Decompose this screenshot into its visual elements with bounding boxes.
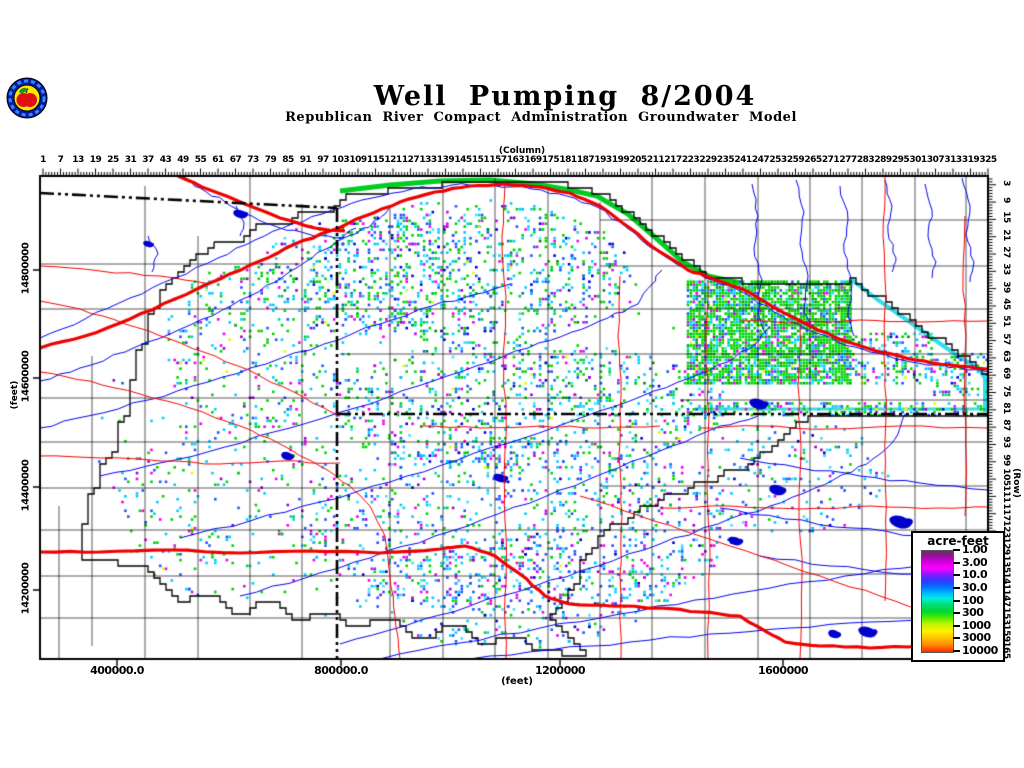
column-tick-label: 31 [124, 155, 137, 165]
column-tick-label: 133 [419, 155, 437, 165]
column-tick-label: 151 [471, 155, 490, 165]
column-tick-label: 121 [384, 155, 402, 165]
column-tick-label: 67 [229, 155, 242, 165]
agency-seal-logo [6, 77, 48, 119]
legend-value-label: 300 [962, 606, 984, 620]
column-tick-label: 37 [142, 155, 154, 165]
column-tick-label: 169 [524, 155, 542, 165]
column-tick-label: 211 [646, 155, 665, 165]
legend-value-label: 10.0 [962, 568, 988, 582]
column-axis-caption: (Column) [498, 146, 546, 156]
left-feet-tick-label: 14400000 [20, 459, 32, 512]
column-tick-label: 109 [349, 155, 367, 165]
bottom-feet-tick-label: 1600000 [757, 664, 809, 677]
column-tick-label: 97 [317, 155, 329, 165]
legend-tick-mark [953, 624, 960, 627]
column-tick-label: 43 [159, 155, 172, 165]
column-tick-label: 7 [57, 155, 64, 165]
column-tick-label: 271 [821, 155, 840, 165]
column-tick-label: 259 [786, 155, 805, 165]
seal-ring-accent [8, 79, 46, 117]
legend-value-label: 10000 [962, 644, 998, 657]
column-tick-label: 127 [401, 155, 420, 165]
column-tick-label: 319 [961, 155, 980, 165]
column-tick-label: 283 [856, 155, 875, 165]
left-feet-tick-label: 14200000 [20, 562, 32, 615]
column-tick-label: 307 [926, 155, 945, 165]
column-tick-label: 205 [629, 155, 647, 165]
column-tick-label: 139 [436, 155, 455, 165]
legend-tick-mark [953, 549, 960, 551]
legend-tick-mark [953, 612, 960, 615]
column-tick-label: 61 [212, 155, 224, 165]
page-subtitle: Republican River Compact Administration … [285, 110, 797, 125]
column-tick-label: 181 [559, 155, 577, 165]
column-tick-label: 193 [594, 155, 612, 165]
bottom-feet-tick-label: 1200000 [534, 664, 586, 677]
left-feet-tick-label: 14800000 [20, 242, 32, 295]
column-tick-label: 85 [282, 155, 294, 165]
legend-value-label: 100 [962, 593, 984, 607]
legend-color-scale [921, 550, 954, 653]
legend-tick-mark [953, 574, 960, 577]
column-tick-label: 235 [716, 155, 735, 165]
column-tick-label: 55 [194, 155, 207, 165]
column-tick-label: 73 [247, 155, 259, 165]
column-tick-label: 157 [489, 155, 507, 165]
column-tick-label: 325 [979, 155, 997, 165]
legend-tick-mark [953, 586, 960, 589]
column-tick-label: 223 [681, 155, 700, 165]
legend-tick-mark [953, 637, 960, 640]
column-tick-label: 199 [611, 155, 630, 165]
left-feet-axis-caption: (feet) [10, 380, 20, 410]
column-tick-label: 175 [541, 155, 560, 165]
column-tick-label: 163 [506, 155, 525, 165]
column-tick-label: 301 [909, 155, 927, 165]
bottom-feet-tick-label: 400000.0 [90, 664, 144, 677]
bottom-feet-tick-label: 800000.0 [314, 664, 368, 677]
column-tick-label: 253 [769, 155, 787, 165]
column-tick-label: 1 [40, 155, 46, 165]
column-tick-label: 313 [944, 155, 962, 165]
legend-value-label: 1000 [962, 618, 991, 632]
column-tick-label: 187 [576, 155, 595, 165]
row-axis-caption: (Row) [1011, 468, 1021, 498]
column-tick-label: 247 [751, 155, 770, 165]
legend-value-label: 3.00 [962, 555, 988, 569]
left-feet-tick-label: 14600000 [20, 350, 32, 403]
column-tick-label: 115 [366, 155, 385, 165]
legend-title: acre-feet [927, 534, 989, 548]
legend-tick-mark [953, 650, 960, 652]
column-tick-label: 295 [891, 155, 910, 165]
column-tick-label: 19 [89, 155, 102, 165]
legend-value-label: 3000 [962, 631, 991, 645]
column-tick-label: 25 [107, 155, 119, 165]
column-tick-label: 91 [299, 155, 312, 165]
column-tick-label: 79 [264, 155, 277, 165]
legend-value-label: 1.00 [962, 543, 988, 556]
column-tick-label: 13 [72, 155, 84, 165]
column-tick-label: 49 [177, 155, 189, 165]
legend-tick-mark [953, 561, 960, 564]
column-tick-label: 229 [699, 155, 717, 165]
column-tick-label: 277 [839, 155, 857, 165]
column-tick-label: 145 [454, 155, 472, 165]
page-title: Well Pumping 8/2004 [373, 81, 757, 112]
legend-tick-mark [953, 599, 960, 602]
legend: acre-feet 1.00 3.00 10.0 30.0 100 300 1000 3000… [911, 531, 1005, 662]
legend-value-label: 30.0 [962, 580, 988, 594]
column-tick-label: 289 [874, 155, 892, 165]
column-tick-label: 217 [664, 155, 682, 165]
bottom-feet-axis-caption: (feet) [501, 676, 533, 687]
apple-icon [16, 87, 37, 107]
column-tick-label: 241 [734, 155, 752, 165]
column-tick-label: 265 [804, 155, 822, 165]
column-tick-label: 103 [331, 155, 350, 165]
